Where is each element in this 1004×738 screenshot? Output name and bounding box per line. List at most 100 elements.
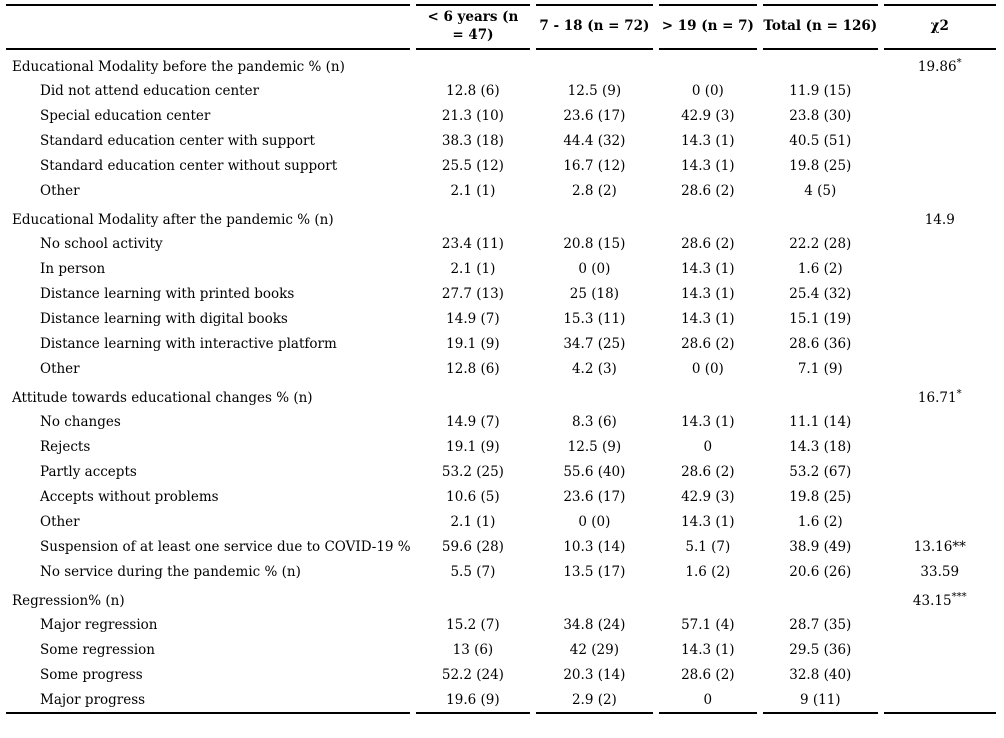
value-cell: 28.6 (2): [681, 666, 735, 683]
results-table: < 6 years (n = 47) 7 - 18 (n = 72) > 19 …: [0, 4, 1002, 714]
item-row: No school activity 23.4 (11) 20.8 (15) 28.6…: [6, 231, 996, 256]
table-body: Educational Modality before the pandemic…: [6, 50, 996, 714]
value-cell: 32.8 (40): [789, 666, 852, 683]
row-label: Rejects: [40, 438, 91, 455]
chi2-cell: 14.9: [924, 211, 955, 228]
value-cell: 28.6 (2): [681, 463, 735, 480]
value-cell: 4 (5): [804, 182, 837, 199]
value-cell: 38.3 (18): [441, 132, 504, 149]
item-row: Distance learning with printed books 27.7…: [6, 281, 996, 306]
item-row: Other 2.1 (1) 0 (0) 14.3 (1) 1.6 (2): [6, 509, 996, 534]
chi2-cell: [884, 153, 997, 178]
value-cell: 2.1 (1): [450, 260, 496, 277]
row-label: Accepts without problems: [40, 488, 219, 505]
value-cell: 12.5 (9): [567, 82, 622, 99]
value-cell: 14.3 (1): [681, 513, 735, 530]
value-cell: 23.8 (30): [789, 107, 852, 124]
row-label: No changes: [40, 413, 121, 430]
chi2-cell: [884, 484, 997, 509]
value-cell: 5.5 (7): [450, 563, 496, 580]
item-row: Accepts without problems 10.6 (5) 23.6 (17…: [6, 484, 996, 509]
value-cell: [763, 50, 877, 78]
row-label: In person: [40, 260, 106, 277]
value-cell: 10.3 (14): [563, 538, 626, 555]
value-cell: 20.6 (26): [789, 563, 852, 580]
value-cell: 13.5 (17): [563, 563, 626, 580]
row-label: Distance learning with printed books: [40, 285, 295, 302]
item-row: Partly accepts 53.2 (25) 55.6 (40) 28.6 (2)…: [6, 459, 996, 484]
value-cell: 19.1 (9): [446, 438, 500, 455]
chi2-cell: [884, 356, 997, 381]
value-cell: 34.7 (25): [563, 335, 626, 352]
item-row: Distance learning with interactive platf…: [6, 331, 996, 356]
value-cell: 42.9 (3): [681, 488, 735, 505]
value-cell: 14.3 (1): [681, 132, 735, 149]
value-cell: 14.3 (1): [681, 260, 735, 277]
chi2-cell: 13.16**: [913, 538, 966, 555]
column-header-rowlabels: [6, 4, 410, 50]
value-cell: 28.7 (35): [789, 616, 852, 633]
chi2-cell: [884, 409, 997, 434]
value-cell: 20.3 (14): [563, 666, 626, 683]
chi2-cell: [884, 662, 997, 687]
chi2-cell: 33.59: [920, 563, 960, 580]
row-label: Attitude towards educational changes % (…: [12, 389, 313, 406]
row-label: Other: [40, 182, 80, 199]
chi2-cell: [884, 612, 997, 637]
value-cell: 34.8 (24): [563, 616, 626, 633]
row-label: Some progress: [40, 666, 143, 683]
value-cell: 1.6 (2): [797, 513, 843, 530]
value-cell: 19.6 (9): [415, 687, 531, 714]
value-cell: 53.2 (25): [441, 463, 504, 480]
significance-asterisk: ***: [951, 591, 967, 602]
value-cell: 0 (0): [691, 82, 724, 99]
value-cell: 23.6 (17): [563, 107, 626, 124]
value-cell: 23.6 (17): [563, 488, 626, 505]
value-cell: 5.1 (7): [685, 538, 731, 555]
row-label: Special education center: [40, 107, 211, 124]
chi2-cell: [884, 459, 997, 484]
value-cell: 2.8 (2): [571, 182, 617, 199]
item-row: Special education center 21.3 (10) 23.6 (1…: [6, 103, 996, 128]
value-cell: 23.4 (11): [441, 235, 504, 252]
value-cell: 15.2 (7): [446, 616, 500, 633]
chi2-cell: 16.71*: [917, 388, 962, 406]
chi2-cell: [884, 178, 997, 203]
value-cell: 14.3 (18): [789, 438, 852, 455]
chi2-cell: [884, 281, 997, 306]
value-cell: 19.8 (25): [789, 157, 852, 174]
row-label: Major progress: [6, 687, 410, 714]
value-cell: 11.1 (14): [789, 413, 852, 430]
item-row: Rejects 19.1 (9) 12.5 (9) 0 14.3 (18): [6, 434, 996, 459]
chi2-cell: [884, 434, 997, 459]
row-label: Standard education center without suppor…: [40, 157, 338, 174]
value-cell: 38.9 (49): [789, 538, 852, 555]
value-cell: 8.3 (6): [571, 413, 617, 430]
value-cell: 28.6 (2): [681, 235, 735, 252]
value-cell: 21.3 (10): [441, 107, 504, 124]
chi2-cell: [884, 128, 997, 153]
value-cell: 25.5 (12): [441, 157, 504, 174]
value-cell: [659, 203, 757, 231]
value-cell: [536, 584, 652, 612]
item-row: Some regression 13 (6) 42 (29) 14.3 (1) 29.5…: [6, 637, 996, 662]
section-row: Educational Modality before the pandemic…: [6, 50, 996, 78]
section-row: Regression% (n) 43.15***: [6, 584, 996, 612]
row-label: Partly accepts: [40, 463, 137, 480]
value-cell: 14.3 (1): [681, 413, 735, 430]
value-cell: 11.9 (15): [789, 82, 852, 99]
value-cell: 1.6 (2): [797, 260, 843, 277]
chi2-cell: 43.15***: [912, 591, 967, 609]
value-cell: [659, 584, 757, 612]
row-label: Educational Modality before the pandemic…: [12, 58, 345, 75]
value-cell: 16.7 (12): [563, 157, 626, 174]
value-cell: 10.6 (5): [446, 488, 500, 505]
row-label: Other: [40, 360, 80, 377]
value-cell: 7.1 (9): [797, 360, 843, 377]
row-label: Standard education center with support: [40, 132, 315, 149]
chi2-cell: [884, 637, 997, 662]
item-row: Standard education center without suppor…: [6, 153, 996, 178]
row-label: Distance learning with interactive platf…: [40, 335, 337, 352]
item-row: Did not attend education center 12.8 (6) 1…: [6, 78, 996, 103]
